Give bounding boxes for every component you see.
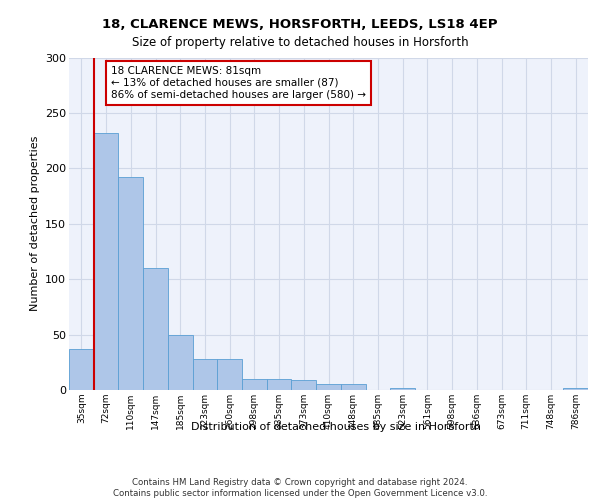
Bar xyxy=(242,379,267,390)
Bar xyxy=(563,388,588,390)
Text: 18 CLARENCE MEWS: 81sqm
← 13% of detached houses are smaller (87)
86% of semi-de: 18 CLARENCE MEWS: 81sqm ← 13% of detache… xyxy=(111,66,366,100)
Bar xyxy=(267,379,292,390)
Text: 18, CLARENCE MEWS, HORSFORTH, LEEDS, LS18 4EP: 18, CLARENCE MEWS, HORSFORTH, LEEDS, LS1… xyxy=(102,18,498,30)
Y-axis label: Number of detached properties: Number of detached properties xyxy=(29,136,40,312)
Bar xyxy=(168,334,193,390)
Text: Distribution of detached houses by size in Horsforth: Distribution of detached houses by size … xyxy=(191,422,481,432)
Bar xyxy=(292,380,316,390)
Bar xyxy=(217,359,242,390)
Bar xyxy=(316,384,341,390)
Text: Size of property relative to detached houses in Horsforth: Size of property relative to detached ho… xyxy=(131,36,469,49)
Bar xyxy=(69,349,94,390)
Bar xyxy=(193,359,217,390)
Bar xyxy=(341,384,365,390)
Bar xyxy=(94,133,118,390)
Bar xyxy=(143,268,168,390)
Text: Contains HM Land Registry data © Crown copyright and database right 2024.
Contai: Contains HM Land Registry data © Crown c… xyxy=(113,478,487,498)
Bar xyxy=(118,177,143,390)
Bar xyxy=(390,388,415,390)
